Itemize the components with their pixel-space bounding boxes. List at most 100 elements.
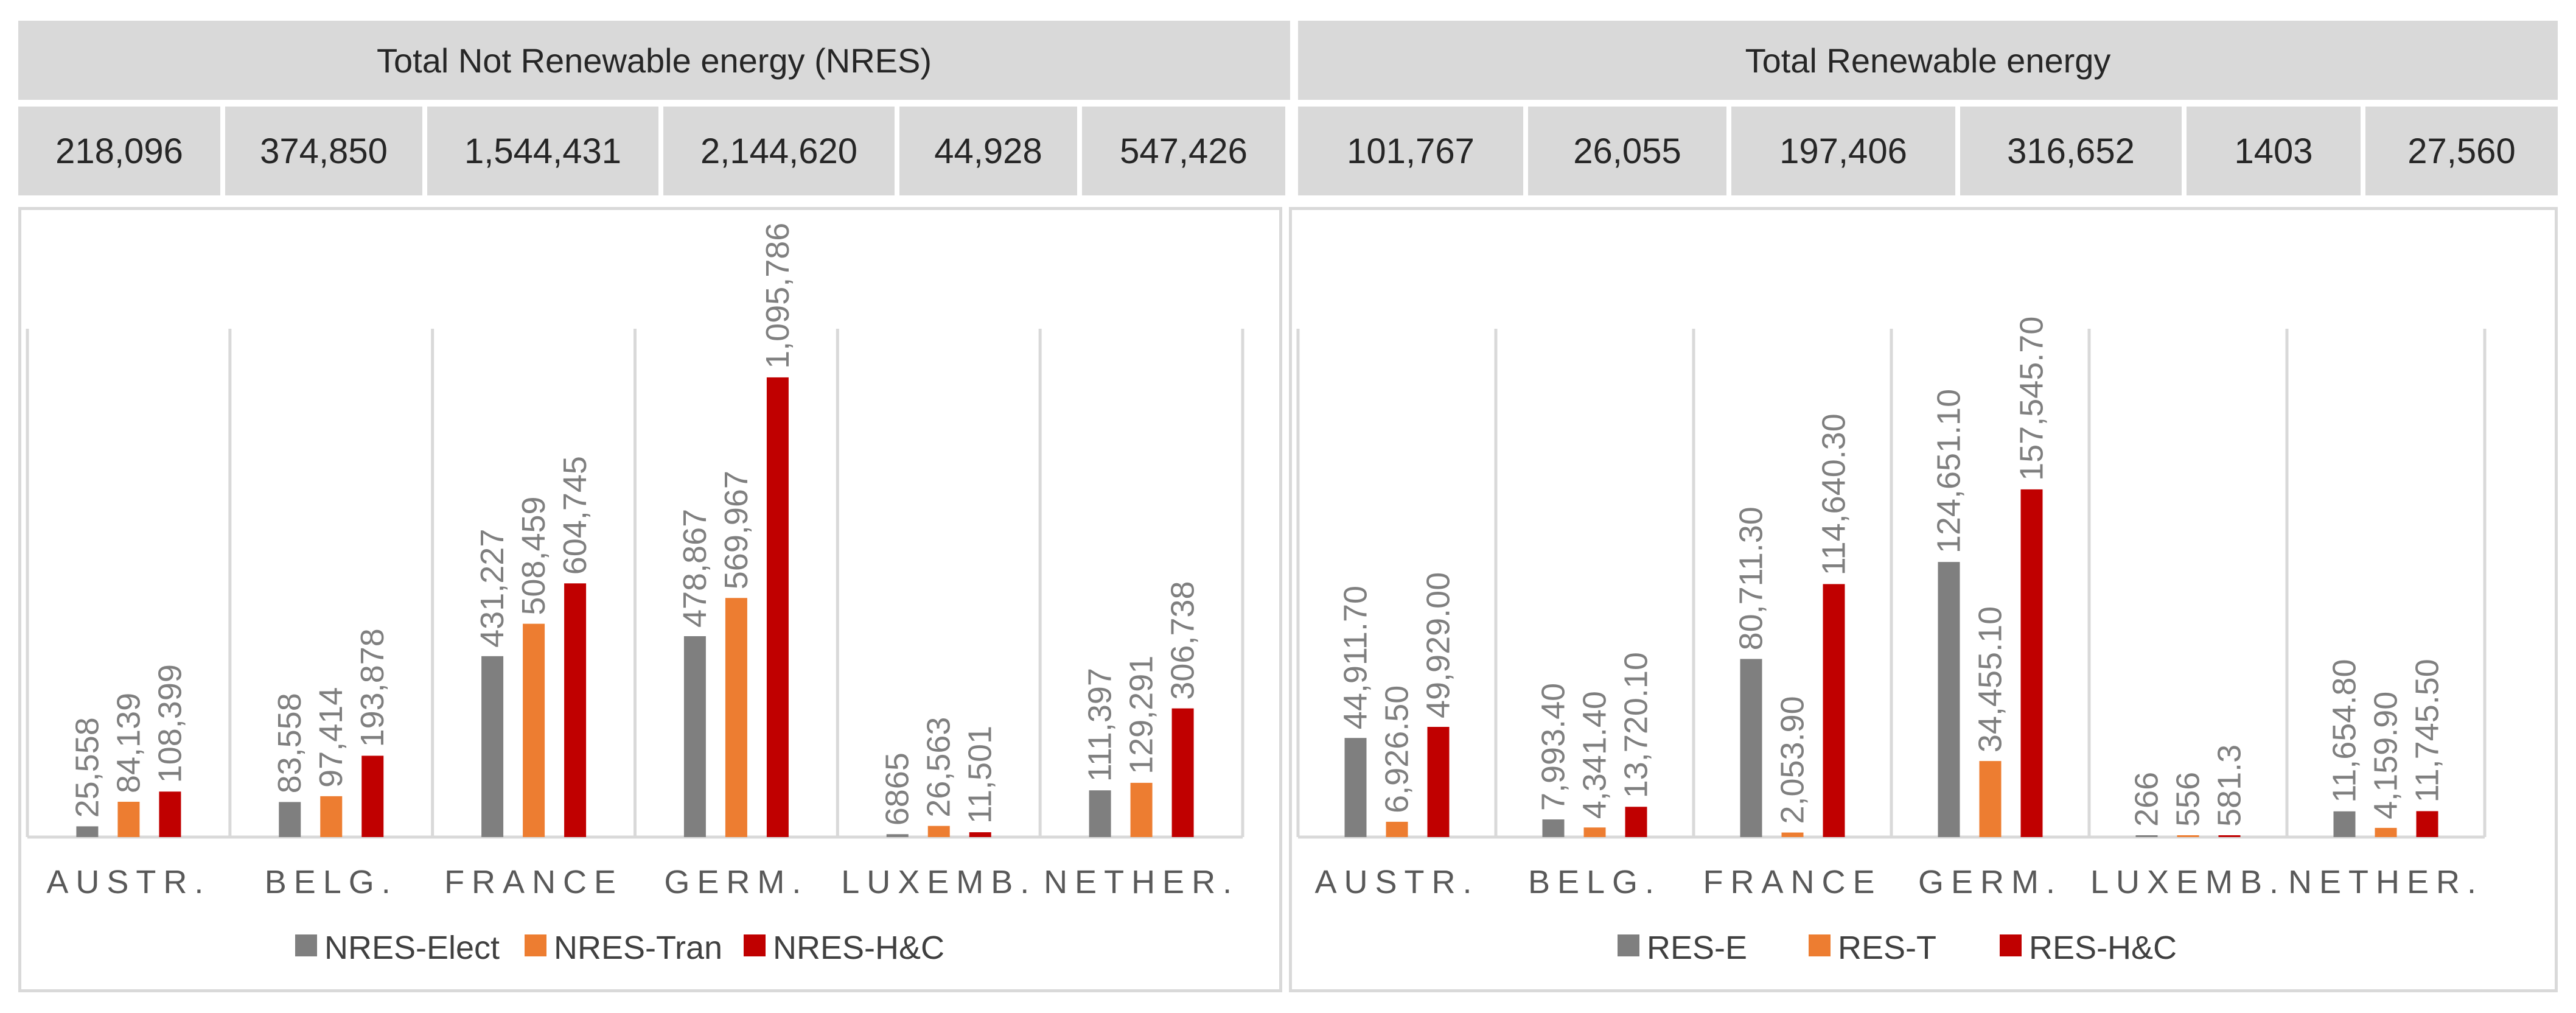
nres-header-title: Total Not Renewable energy (NRES) bbox=[377, 41, 932, 80]
legend-label: RES-H&C bbox=[2029, 930, 2177, 966]
res-h-c-bar bbox=[2020, 489, 2043, 837]
nres-total-value: 2,144,620 bbox=[700, 131, 858, 171]
res-t-bar bbox=[1386, 821, 1408, 837]
res-total-value: 27,560 bbox=[2407, 131, 2516, 171]
data-label: 508,459 bbox=[515, 496, 552, 615]
nres-h-c-bar bbox=[766, 377, 789, 837]
category-label: GERM. bbox=[664, 864, 808, 900]
nres-h-c-bar bbox=[361, 755, 384, 837]
nres-chart-panel: 25,558 84,139 108,399 AUSTR. 83,558 97,414 193… bbox=[18, 207, 1282, 992]
res-h-c-bar bbox=[2416, 811, 2438, 837]
nres-total-cell: 2,144,620 bbox=[663, 107, 895, 195]
res-header-title: Total Renewable energy bbox=[1745, 41, 2111, 80]
data-label: 97,414 bbox=[313, 687, 349, 788]
data-label: 44,911.70 bbox=[1338, 586, 1374, 729]
category-label: NETHER. bbox=[1044, 864, 1239, 900]
res-total-cell: 26,055 bbox=[1528, 107, 1726, 195]
data-label: 4,341.40 bbox=[1577, 691, 1613, 819]
data-label: 6865 bbox=[879, 752, 916, 825]
nres-tran-bar bbox=[117, 802, 140, 837]
legend-label: RES-T bbox=[1838, 930, 1936, 966]
res-t-bar bbox=[1781, 832, 1804, 837]
data-label: 4,159.90 bbox=[2368, 692, 2404, 819]
res-e-bar bbox=[1542, 819, 1565, 837]
nres-total-cell: 374,850 bbox=[225, 107, 422, 195]
data-label: 306,738 bbox=[1165, 581, 1201, 699]
legend-label: NRES-Elect bbox=[324, 930, 500, 966]
data-label: 111,397 bbox=[1082, 668, 1119, 782]
res-h-c-bar bbox=[2218, 835, 2241, 837]
data-label: 604,745 bbox=[557, 456, 593, 575]
nres-total-cell: 44,928 bbox=[899, 107, 1077, 195]
nres-tran-bar bbox=[725, 598, 747, 837]
data-label: 124,651.10 bbox=[1931, 389, 1967, 553]
data-label: 7,993.40 bbox=[1535, 683, 1572, 811]
data-label: 108,399 bbox=[152, 664, 188, 783]
category-label: AUSTR. bbox=[1314, 864, 1479, 900]
data-label: 1,095,786 bbox=[759, 223, 796, 369]
nres-chart: 25,558 84,139 108,399 AUSTR. 83,558 97,414 193… bbox=[26, 223, 1244, 966]
res-h-c-bar bbox=[1823, 584, 1845, 837]
legend-swatch bbox=[525, 934, 546, 956]
nres-elect-bar bbox=[886, 834, 909, 837]
nres-elect-bar bbox=[481, 656, 504, 837]
nres-tran-bar bbox=[927, 825, 950, 837]
category-label: NETHER. bbox=[2288, 864, 2484, 900]
res-total-cell: 197,406 bbox=[1731, 107, 1955, 195]
data-label: 11,501 bbox=[962, 726, 999, 824]
res-totals-row: 101,767 26,055 197,406 316,652 1403 27,5… bbox=[1298, 107, 2558, 195]
nres-total-value: 218,096 bbox=[55, 131, 183, 171]
res-total-cell: 316,652 bbox=[1960, 107, 2182, 195]
data-label: 13,720.10 bbox=[1618, 652, 1655, 798]
legend-label: RES-E bbox=[1647, 930, 1747, 966]
data-label: 26,563 bbox=[921, 717, 957, 818]
res-t-bar bbox=[1583, 827, 1606, 837]
res-t-bar bbox=[2375, 827, 2397, 837]
nres-elect-bar bbox=[1089, 790, 1111, 837]
res-header: Total Renewable energy bbox=[1298, 21, 2558, 100]
nres-total-value: 44,928 bbox=[934, 131, 1042, 171]
nres-totals-row: 218,096 374,850 1,544,431 2,144,620 44,9… bbox=[18, 107, 1285, 195]
data-label: 49,929.00 bbox=[1420, 572, 1457, 718]
data-label: 581.3 bbox=[2211, 745, 2248, 827]
data-label: 6,926.50 bbox=[1379, 685, 1415, 813]
res-h-c-bar bbox=[1427, 727, 1450, 837]
data-label: 129,291 bbox=[1123, 656, 1160, 774]
data-label: 569,967 bbox=[718, 471, 755, 589]
res-total-cell: 101,767 bbox=[1298, 107, 1523, 195]
res-total-cell: 1403 bbox=[2187, 107, 2361, 195]
nres-elect-bar bbox=[683, 636, 706, 837]
legend-swatch bbox=[1809, 934, 1831, 956]
res-e-bar bbox=[1740, 659, 1762, 837]
data-label: 556 bbox=[2170, 772, 2207, 827]
category-label: FRANCE bbox=[1703, 864, 1882, 900]
category-label: LUXEMB. bbox=[841, 864, 1036, 900]
res-e-bar bbox=[1938, 562, 1960, 837]
data-label: 83,558 bbox=[271, 693, 308, 793]
legend-label: NRES-Tran bbox=[554, 930, 722, 966]
data-label: 478,867 bbox=[677, 509, 713, 628]
data-label: 11,745.50 bbox=[2409, 659, 2446, 802]
res-h-c-bar bbox=[1625, 807, 1647, 837]
res-total-value: 197,406 bbox=[1779, 131, 1907, 171]
data-label: 25,558 bbox=[69, 717, 105, 818]
nres-h-c-bar bbox=[564, 583, 587, 837]
legend-swatch bbox=[295, 934, 317, 956]
nres-h-c-bar bbox=[969, 832, 991, 837]
data-label: 80,711.30 bbox=[1733, 506, 1770, 650]
res-t-bar bbox=[2177, 835, 2199, 837]
data-label: 114,640.30 bbox=[1816, 413, 1852, 575]
nres-total-cell: 218,096 bbox=[18, 107, 220, 195]
res-chart-panel: 44,911.70 6,926.50 49,929.00 AUSTR. 7,993.40… bbox=[1289, 207, 2558, 992]
res-total-value: 101,767 bbox=[1347, 131, 1475, 171]
res-total-value: 1403 bbox=[2234, 131, 2313, 171]
nres-total-value: 1,544,431 bbox=[464, 131, 622, 171]
category-label: AUSTR. bbox=[46, 864, 211, 900]
res-t-bar bbox=[1979, 761, 2002, 837]
res-total-value: 316,652 bbox=[2007, 131, 2135, 171]
res-e-bar bbox=[1344, 738, 1367, 837]
res-e-bar bbox=[2135, 835, 2158, 837]
legend-swatch bbox=[2000, 934, 2022, 956]
res-total-cell: 27,560 bbox=[2365, 107, 2558, 195]
